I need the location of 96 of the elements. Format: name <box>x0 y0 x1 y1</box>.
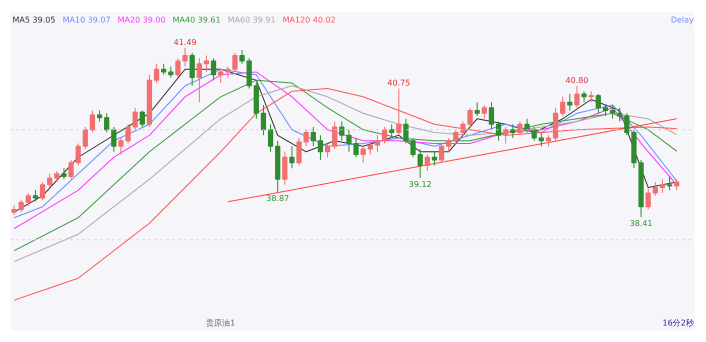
text: MA10 39.07 <box>62 16 111 24</box>
candlestick <box>11 205 17 216</box>
candlestick <box>503 126 508 144</box>
candlestick <box>168 66 174 78</box>
candlestick <box>32 190 38 202</box>
candlestick <box>581 90 587 103</box>
candlestick <box>353 138 359 158</box>
candlestick <box>660 178 666 194</box>
candlestick <box>496 121 502 142</box>
candlestick <box>410 138 416 158</box>
annotation: 39.12 <box>408 180 432 190</box>
candlestick <box>18 200 24 213</box>
text: MA5 39.05 <box>12 16 56 24</box>
text: 贵原油1 <box>206 318 236 328</box>
candlestick <box>346 129 352 152</box>
annotation: 40.75 <box>387 78 410 88</box>
candlestick <box>460 121 466 136</box>
candlestick <box>268 124 274 152</box>
candlestick <box>652 181 658 196</box>
text: 38.41 <box>630 219 653 228</box>
text: Delay <box>670 16 694 24</box>
candlestick <box>54 170 60 182</box>
candlestick <box>432 151 438 166</box>
candlestick <box>40 181 46 201</box>
candlestick <box>339 121 344 142</box>
text: MA120 40.02 <box>282 16 336 24</box>
candlestick <box>546 134 552 147</box>
candlestick <box>304 129 309 147</box>
text: 16分2秒 <box>662 318 694 328</box>
candlestick <box>204 55 210 73</box>
candlestick <box>467 107 473 128</box>
candlestick <box>190 52 195 86</box>
text: MA20 39.00 <box>118 16 166 24</box>
candlestick <box>47 173 52 188</box>
candlestick <box>154 63 160 84</box>
candlestick <box>175 58 181 78</box>
candlestick <box>218 68 224 84</box>
candlestick <box>289 146 295 169</box>
candlestick <box>588 90 594 103</box>
candlestick <box>182 47 188 68</box>
text: MA40 39.61 <box>172 16 221 24</box>
candlestick <box>225 66 230 78</box>
candlestick <box>666 176 672 191</box>
candlestick <box>61 168 67 180</box>
annotation: 38.87 <box>266 194 290 203</box>
candlestick <box>368 140 373 156</box>
candlestick <box>602 104 608 117</box>
candlestick <box>403 118 409 144</box>
candlestick <box>538 132 544 147</box>
candlestick <box>232 52 238 73</box>
candlestick <box>482 104 487 120</box>
candlestick <box>68 160 74 180</box>
text: MA60 39.91 <box>228 16 276 24</box>
candlestick <box>474 102 480 117</box>
candlestick <box>382 126 388 144</box>
candlestick <box>161 63 166 76</box>
candlestick <box>424 154 430 172</box>
candlestick <box>418 148 423 179</box>
candlestick <box>374 134 380 152</box>
candlestick <box>532 126 537 142</box>
candlestick <box>438 143 444 164</box>
candlestick <box>239 50 245 64</box>
candlestick <box>524 118 530 134</box>
candlestick <box>567 94 572 112</box>
candlestick <box>389 124 394 139</box>
candlestick <box>140 110 145 128</box>
candlestick <box>196 58 202 103</box>
candlestick <box>118 138 124 156</box>
candlestick <box>210 58 216 81</box>
candlestick <box>260 104 266 136</box>
candlestick <box>510 124 516 139</box>
candlestick <box>310 126 316 147</box>
candlestick <box>132 107 138 130</box>
candlestick <box>125 124 131 144</box>
annotation: 40.80 <box>565 76 588 85</box>
candlestick <box>318 134 324 161</box>
candlestick <box>360 146 366 164</box>
candlestick <box>488 102 494 130</box>
text: 41.49 <box>174 38 197 47</box>
candlestick <box>624 112 630 136</box>
candlestick <box>324 143 330 158</box>
candlestick <box>617 107 622 122</box>
candlestick <box>332 121 338 150</box>
candlestick <box>396 88 402 136</box>
candlestick <box>596 94 601 114</box>
candlestick <box>26 192 31 206</box>
candlestick <box>90 110 96 134</box>
candlestick <box>610 104 616 120</box>
candlestick <box>574 85 580 108</box>
candlestick <box>296 138 302 166</box>
candlestick <box>282 151 288 186</box>
candlestick <box>517 121 523 136</box>
candlestick <box>674 178 680 191</box>
candlestick <box>96 110 102 122</box>
candlestick <box>646 186 651 210</box>
candlestick <box>560 96 566 117</box>
